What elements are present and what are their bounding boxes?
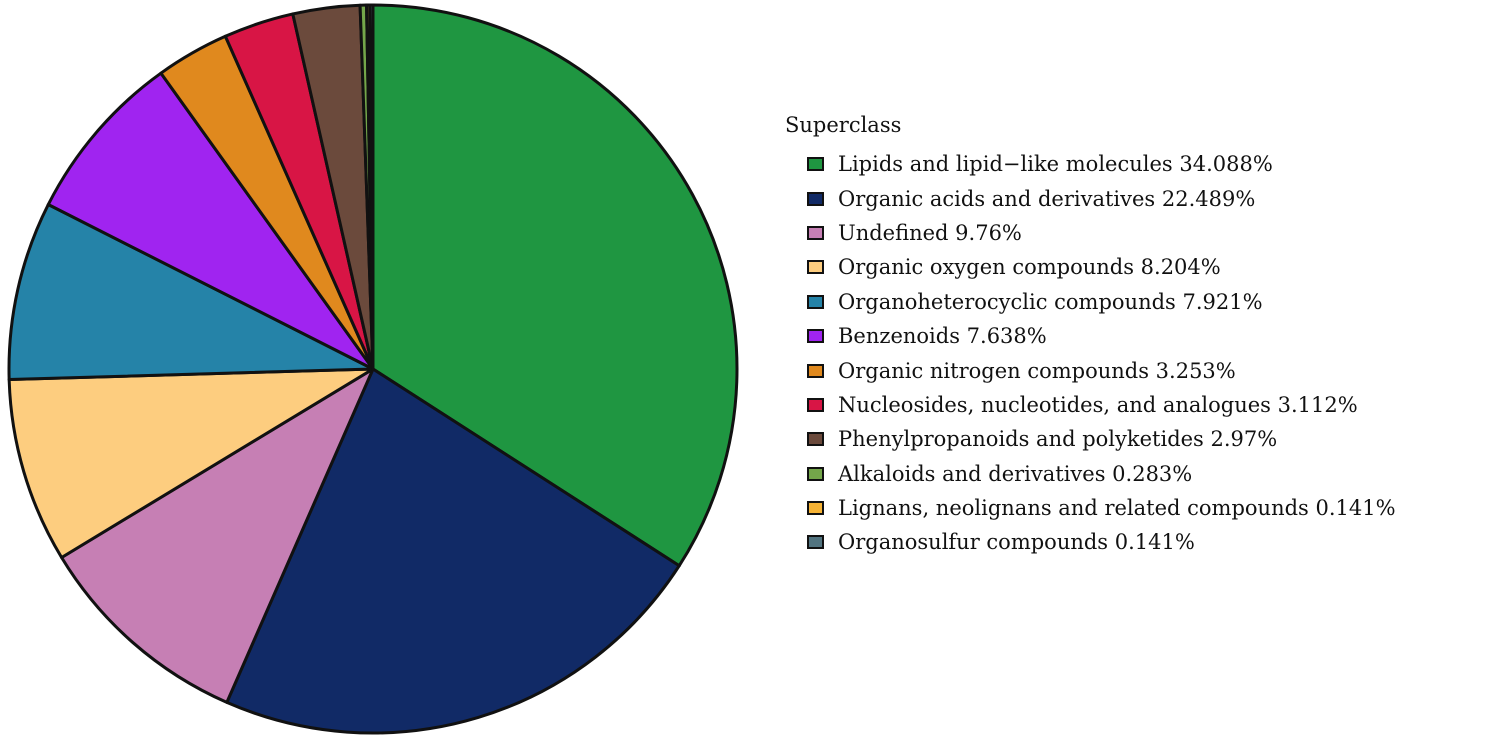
pie-slice-6 xyxy=(46,71,375,371)
legend-item: Organic acids and derivatives 22.489% xyxy=(807,181,1396,215)
legend-label: Benzenoids 7.638% xyxy=(838,324,1047,349)
legend-swatch xyxy=(807,260,824,275)
legend-swatch xyxy=(807,535,824,550)
legend-item: Lipids and lipid−like molecules 34.088% xyxy=(807,147,1396,181)
legend-label: Nucleosides, nucleotides, and analogues … xyxy=(838,392,1358,417)
legend-swatch xyxy=(807,397,824,412)
pie-slice-3 xyxy=(60,367,375,704)
legend-item: Organosulfur compounds 0.141% xyxy=(807,525,1396,559)
legend-item: Alkaloids and derivatives 0.283% xyxy=(807,457,1396,491)
legend-swatch xyxy=(807,363,824,378)
pie-slice-1 xyxy=(371,3,739,568)
legend-label: Alkaloids and derivatives 0.283% xyxy=(838,461,1193,486)
legend-label: Organic oxygen compounds 8.204% xyxy=(838,255,1221,280)
legend-label: Undefined 9.76% xyxy=(838,220,1022,245)
legend-label: Lignans, neolignans and related compound… xyxy=(838,496,1396,521)
legend-item: Lignans, neolignans and related compound… xyxy=(807,491,1396,525)
legend-swatch xyxy=(807,432,824,447)
legend-label: Organic nitrogen compounds 3.253% xyxy=(838,358,1236,383)
legend-swatch xyxy=(807,157,824,172)
legend-swatch xyxy=(807,466,824,481)
pie-slice-4 xyxy=(7,367,375,559)
legend-label: Lipids and lipid−like molecules 34.088% xyxy=(838,152,1273,177)
pie-chart xyxy=(7,3,739,735)
legend-item: Nucleosides, nucleotides, and analogues … xyxy=(807,388,1396,422)
legend: Superclass Lipids and lipid−like molecul… xyxy=(785,112,1396,560)
pie-slice-5 xyxy=(7,203,375,381)
legend-swatch xyxy=(807,501,824,516)
legend-label: Organoheterocyclic compounds 7.921% xyxy=(838,289,1263,314)
legend-swatch xyxy=(807,225,824,240)
legend-item: Phenylpropanoids and polyketides 2.97% xyxy=(807,422,1396,456)
legend-item: Benzenoids 7.638% xyxy=(807,319,1396,353)
legend-title: Superclass xyxy=(785,113,902,137)
legend-item: Organic oxygen compounds 8.204% xyxy=(807,250,1396,284)
legend-list: Lipids and lipid−like molecules 34.088% O… xyxy=(807,147,1396,560)
legend-label: Organic acids and derivatives 22.489% xyxy=(838,186,1256,211)
legend-label: Phenylpropanoids and polyketides 2.97% xyxy=(838,427,1278,452)
legend-item: Undefined 9.76% xyxy=(807,216,1396,250)
legend-item: Organoheterocyclic compounds 7.921% xyxy=(807,285,1396,319)
legend-item: Organic nitrogen compounds 3.253% xyxy=(807,353,1396,387)
pie-slice-2 xyxy=(225,367,681,735)
legend-swatch xyxy=(807,191,824,206)
pie-slice-12 xyxy=(368,3,375,371)
legend-swatch xyxy=(807,329,824,344)
legend-label: Organosulfur compounds 0.141% xyxy=(838,530,1195,555)
legend-swatch xyxy=(807,294,824,309)
